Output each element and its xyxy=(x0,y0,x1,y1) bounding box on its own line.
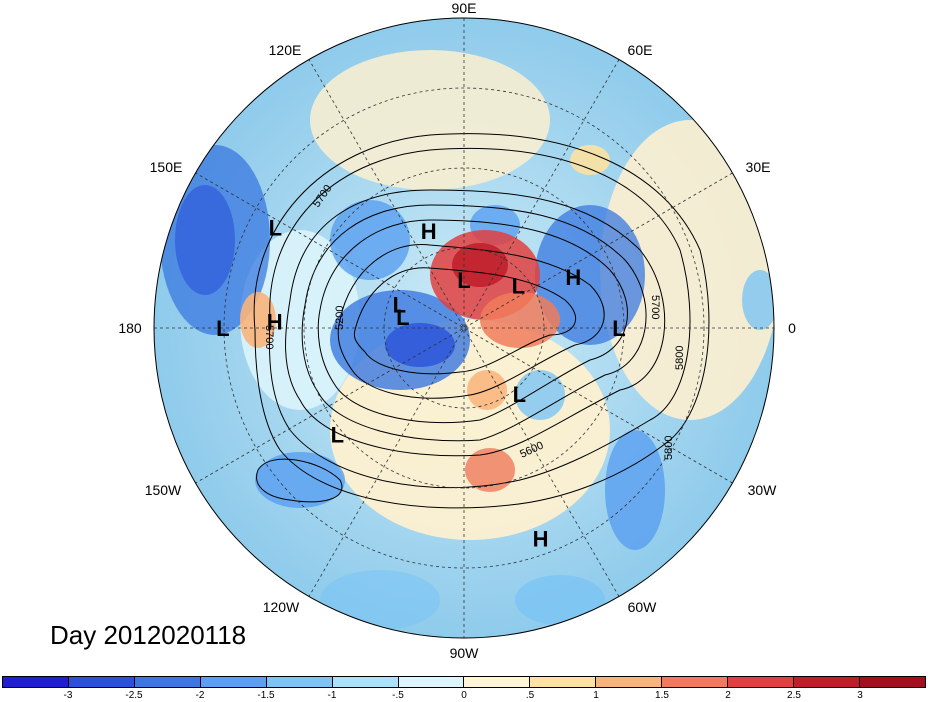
lon-label-150w: 150W xyxy=(145,482,182,498)
colorbar-cell xyxy=(398,677,465,687)
colorbar-tick-label: 2.5 xyxy=(787,690,801,701)
low-marker-11: L xyxy=(513,382,526,407)
colorbar-cell xyxy=(794,677,860,687)
lon-label-120e: 120E xyxy=(269,42,302,58)
lon-label-60e: 60E xyxy=(628,42,653,58)
colorbar-cell xyxy=(332,677,399,687)
lon-label-150e: 150E xyxy=(150,159,183,175)
lon-label-90e: 90E xyxy=(452,0,477,16)
colorbar-tick-label: 3 xyxy=(857,690,863,701)
low-marker-9: L xyxy=(396,305,409,330)
high-marker-2: H xyxy=(267,309,283,334)
map-title: Day 2012020118 xyxy=(50,620,247,650)
colorbar-cell xyxy=(596,677,663,687)
low-marker-8: L xyxy=(216,316,229,341)
colorbar xyxy=(2,676,926,688)
low-marker-7: L xyxy=(612,316,625,341)
colorbar-tick-label: 0 xyxy=(461,690,467,701)
colorbar-cell xyxy=(859,677,925,687)
high-marker-3: H xyxy=(533,526,549,551)
high-marker-0: H xyxy=(421,219,437,244)
low-marker-10: L xyxy=(393,292,406,317)
colorbar-tick-label: -.5 xyxy=(392,690,404,701)
high-marker-1: H xyxy=(565,265,581,290)
colorbar-tick-label: -1.5 xyxy=(257,690,275,701)
contour-label-5700-e: 5700 xyxy=(649,295,661,319)
low-marker-5: L xyxy=(457,268,470,293)
colorbar-cell xyxy=(530,677,597,687)
low-marker-6: L xyxy=(512,274,525,299)
colorbar-tick-label: -2.5 xyxy=(125,690,143,701)
lon-label-30e: 30E xyxy=(746,159,771,175)
lon-label-0: 0 xyxy=(788,320,796,336)
colorbar-cell xyxy=(266,677,333,687)
lon-label-30w: 30W xyxy=(748,482,778,498)
low-marker-12: L xyxy=(331,422,344,447)
colorbar-cell xyxy=(3,677,69,687)
lon-label-60w: 60W xyxy=(628,599,658,615)
map-border xyxy=(153,17,775,639)
colorbar-tick-label: 1 xyxy=(593,690,599,701)
colorbar-tick-label: -2 xyxy=(195,690,205,701)
lon-label-180: 180 xyxy=(118,320,142,336)
colorbar-tick-label: -3 xyxy=(63,690,73,701)
anomaly-field xyxy=(154,18,774,638)
lon-label-120w: 120W xyxy=(263,599,300,615)
contour-label-5700-w: 5700 xyxy=(263,325,275,349)
contour-label-5200: 5200 xyxy=(334,306,346,330)
colorbar-cell xyxy=(662,677,729,687)
low-marker-4: L xyxy=(269,216,282,241)
colorbar-tick-label: 1.5 xyxy=(655,690,669,701)
contour-label-5800-se: 5800 xyxy=(663,436,675,460)
geopotential-contours xyxy=(253,133,710,509)
graticule xyxy=(154,18,774,638)
colorbar-cell xyxy=(200,677,267,687)
lon-label-90w: 90W xyxy=(450,645,480,661)
contour-label-5800-e: 5800 xyxy=(674,346,686,370)
colorbar-cell xyxy=(68,677,135,687)
colorbar-cell xyxy=(134,677,201,687)
colorbar-tick-label: .5 xyxy=(525,690,535,701)
colorbar-cell xyxy=(464,677,531,687)
colorbar-tick-label: 2 xyxy=(725,690,731,701)
colorbar-tick-label: -1 xyxy=(327,690,337,701)
colorbar-cell xyxy=(728,677,795,687)
